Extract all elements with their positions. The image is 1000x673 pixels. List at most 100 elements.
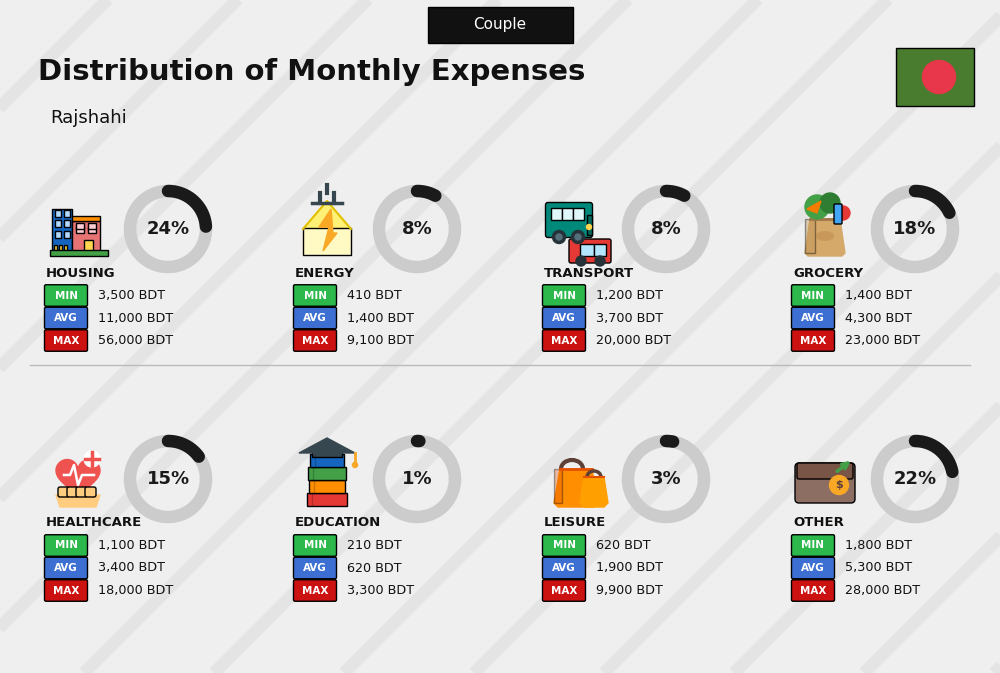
FancyBboxPatch shape xyxy=(896,48,974,106)
FancyBboxPatch shape xyxy=(45,579,88,601)
Circle shape xyxy=(576,256,586,266)
FancyBboxPatch shape xyxy=(45,557,88,579)
Text: 18%: 18% xyxy=(893,220,937,238)
Text: LEISURE: LEISURE xyxy=(544,516,606,530)
Text: 56,000 BDT: 56,000 BDT xyxy=(98,334,173,347)
FancyBboxPatch shape xyxy=(792,330,835,351)
Text: AVG: AVG xyxy=(303,563,327,573)
FancyBboxPatch shape xyxy=(580,244,594,256)
Text: MIN: MIN xyxy=(304,540,327,551)
FancyBboxPatch shape xyxy=(551,208,562,220)
Polygon shape xyxy=(554,469,598,507)
Text: 1,800 BDT: 1,800 BDT xyxy=(845,539,912,552)
Text: Couple: Couple xyxy=(473,17,527,32)
FancyBboxPatch shape xyxy=(76,487,87,497)
FancyBboxPatch shape xyxy=(554,469,562,503)
FancyBboxPatch shape xyxy=(55,231,61,238)
FancyBboxPatch shape xyxy=(72,216,100,221)
Text: MAX: MAX xyxy=(800,336,826,345)
Text: MAX: MAX xyxy=(302,586,328,596)
FancyBboxPatch shape xyxy=(309,480,345,493)
FancyBboxPatch shape xyxy=(312,450,342,457)
Text: MIN: MIN xyxy=(304,291,327,301)
Circle shape xyxy=(830,476,848,495)
Text: 620 BDT: 620 BDT xyxy=(347,561,402,575)
FancyBboxPatch shape xyxy=(294,579,336,601)
Text: AVG: AVG xyxy=(552,563,576,573)
FancyBboxPatch shape xyxy=(76,223,84,229)
FancyBboxPatch shape xyxy=(428,7,572,43)
FancyBboxPatch shape xyxy=(45,308,88,328)
Text: MAX: MAX xyxy=(53,586,79,596)
Circle shape xyxy=(922,61,956,94)
Circle shape xyxy=(575,234,581,240)
Text: 15%: 15% xyxy=(146,470,190,488)
Text: 410 BDT: 410 BDT xyxy=(347,289,402,302)
Text: MAX: MAX xyxy=(551,336,577,345)
FancyBboxPatch shape xyxy=(805,219,815,253)
Text: AVG: AVG xyxy=(54,563,78,573)
FancyBboxPatch shape xyxy=(562,208,573,220)
FancyBboxPatch shape xyxy=(64,231,70,238)
FancyBboxPatch shape xyxy=(294,330,336,351)
FancyBboxPatch shape xyxy=(795,463,855,503)
Text: 23,000 BDT: 23,000 BDT xyxy=(845,334,920,347)
Polygon shape xyxy=(805,219,845,256)
FancyBboxPatch shape xyxy=(54,245,57,253)
Text: 1,100 BDT: 1,100 BDT xyxy=(98,539,165,552)
FancyBboxPatch shape xyxy=(55,220,61,227)
Text: 1,400 BDT: 1,400 BDT xyxy=(845,289,912,302)
Text: 5,300 BDT: 5,300 BDT xyxy=(845,561,912,575)
Text: AVG: AVG xyxy=(303,313,327,323)
FancyBboxPatch shape xyxy=(76,227,84,233)
Text: 4,300 BDT: 4,300 BDT xyxy=(845,312,912,324)
FancyBboxPatch shape xyxy=(55,210,61,217)
FancyBboxPatch shape xyxy=(569,239,611,263)
Polygon shape xyxy=(303,201,351,255)
Text: 18,000 BDT: 18,000 BDT xyxy=(98,584,173,597)
Circle shape xyxy=(820,193,840,213)
FancyBboxPatch shape xyxy=(58,487,69,497)
FancyBboxPatch shape xyxy=(792,285,835,306)
Text: 1,400 BDT: 1,400 BDT xyxy=(347,312,414,324)
Circle shape xyxy=(84,451,100,467)
Text: MIN: MIN xyxy=(552,291,576,301)
Text: TRANSPORT: TRANSPORT xyxy=(544,267,634,279)
FancyBboxPatch shape xyxy=(594,244,606,256)
Circle shape xyxy=(586,225,592,229)
Text: MIN: MIN xyxy=(801,540,824,551)
FancyBboxPatch shape xyxy=(85,487,96,497)
FancyBboxPatch shape xyxy=(50,250,108,256)
Polygon shape xyxy=(56,495,100,507)
Text: ENERGY: ENERGY xyxy=(295,267,355,279)
FancyBboxPatch shape xyxy=(294,557,336,579)
Text: MAX: MAX xyxy=(551,586,577,596)
Text: MIN: MIN xyxy=(55,540,78,551)
FancyBboxPatch shape xyxy=(792,535,835,557)
Text: 3,500 BDT: 3,500 BDT xyxy=(98,289,165,302)
FancyBboxPatch shape xyxy=(834,204,842,224)
Text: HOUSING: HOUSING xyxy=(46,267,116,279)
Text: 1%: 1% xyxy=(402,470,432,488)
Circle shape xyxy=(595,256,605,266)
FancyBboxPatch shape xyxy=(64,210,70,217)
Text: 3%: 3% xyxy=(651,470,681,488)
Polygon shape xyxy=(303,201,351,229)
FancyBboxPatch shape xyxy=(294,285,336,306)
Text: 9,100 BDT: 9,100 BDT xyxy=(347,334,414,347)
Text: 9,900 BDT: 9,900 BDT xyxy=(596,584,663,597)
Text: 3,700 BDT: 3,700 BDT xyxy=(596,312,663,324)
FancyBboxPatch shape xyxy=(542,579,586,601)
Polygon shape xyxy=(807,201,821,213)
Text: 22%: 22% xyxy=(893,470,937,488)
Text: AVG: AVG xyxy=(801,563,825,573)
Text: MIN: MIN xyxy=(552,540,576,551)
Text: EDUCATION: EDUCATION xyxy=(295,516,381,530)
FancyBboxPatch shape xyxy=(64,220,70,227)
FancyBboxPatch shape xyxy=(84,240,93,253)
Text: 20,000 BDT: 20,000 BDT xyxy=(596,334,671,347)
FancyBboxPatch shape xyxy=(542,557,586,579)
Text: AVG: AVG xyxy=(801,313,825,323)
FancyBboxPatch shape xyxy=(294,308,336,328)
FancyBboxPatch shape xyxy=(542,285,586,306)
